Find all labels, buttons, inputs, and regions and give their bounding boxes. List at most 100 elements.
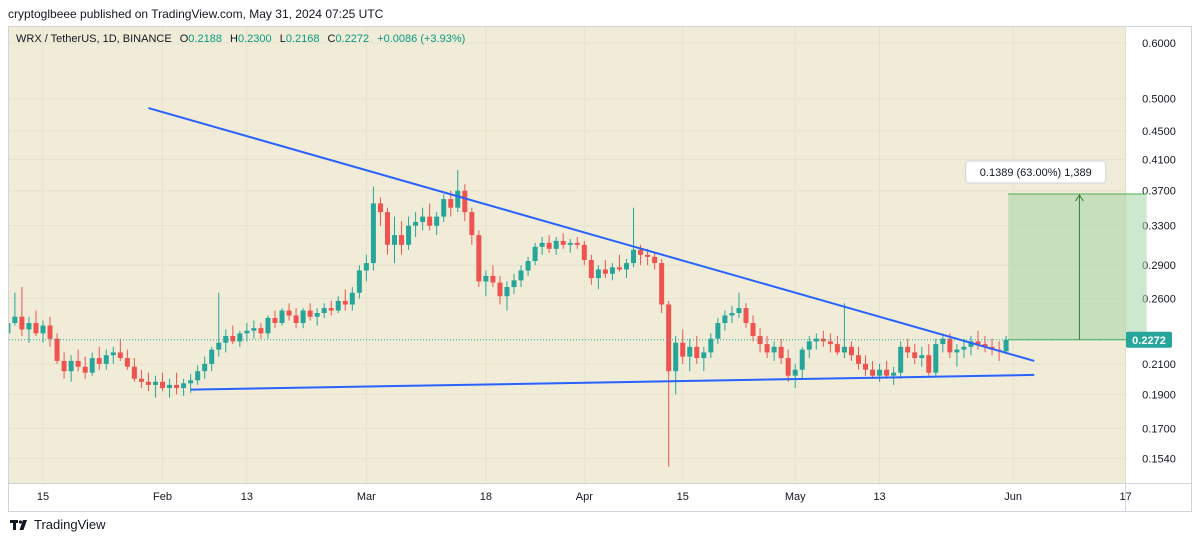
candle-down[interactable] [342, 300, 348, 305]
candle-up[interactable] [335, 300, 341, 311]
candle-down[interactable] [743, 308, 749, 324]
candle-up[interactable] [152, 381, 158, 385]
candle-up[interactable] [103, 355, 109, 364]
candle-up[interactable] [244, 330, 250, 334]
candle-up[interactable] [609, 267, 615, 274]
candle-up[interactable] [877, 369, 883, 376]
candle-down[interactable] [588, 259, 594, 279]
candle-down[interactable] [827, 341, 833, 345]
candle-up[interactable] [841, 346, 847, 353]
candle-down[interactable] [855, 355, 861, 364]
candle-up[interactable] [89, 358, 95, 373]
chart-panel[interactable]: 0.6000 0.5000 0.4500 0.4100 0.3700 0.3300 0.29… [8, 26, 1192, 512]
candle-up[interactable] [631, 249, 637, 264]
candle-down[interactable] [926, 355, 932, 373]
candle-down[interactable] [574, 242, 580, 245]
candle-up[interactable] [349, 292, 355, 305]
candle-down[interactable] [427, 216, 433, 226]
candle-up[interactable] [413, 222, 419, 226]
candle-down[interactable] [272, 317, 278, 324]
candle-up[interactable] [216, 342, 222, 350]
candle-up[interactable] [188, 380, 194, 384]
candle-up[interactable] [736, 308, 742, 313]
support-trendline[interactable] [190, 373, 1035, 391]
candle-up[interactable] [26, 323, 32, 330]
candle-down[interactable] [19, 316, 25, 330]
candle-up[interactable] [532, 246, 538, 262]
candle-up[interactable] [356, 270, 362, 293]
candle-up[interactable] [392, 235, 397, 245]
candle-down[interactable] [666, 304, 672, 372]
candle-down[interactable] [131, 366, 137, 379]
candle-down[interactable] [546, 242, 552, 249]
candle-up[interactable] [553, 240, 559, 249]
candle-down[interactable] [399, 235, 405, 245]
candle-down[interactable] [947, 338, 953, 353]
candle-up[interactable] [68, 360, 74, 372]
candle-up[interactable] [539, 242, 545, 247]
candle-up[interactable] [968, 341, 974, 347]
candle-up[interactable] [434, 216, 440, 226]
candle-up[interactable] [406, 225, 412, 245]
candle-down[interactable] [462, 190, 468, 213]
candle-down[interactable] [293, 315, 299, 324]
candle-down[interactable] [138, 378, 144, 382]
candle-up[interactable] [715, 323, 721, 339]
candle-down[interactable] [47, 325, 53, 339]
candle-up[interactable] [708, 338, 714, 353]
candle-up[interactable] [420, 216, 426, 223]
candle-up[interactable] [518, 270, 524, 281]
candle-down[interactable] [377, 203, 383, 213]
candle-up[interactable] [898, 346, 904, 373]
candle-up[interactable] [9, 323, 11, 334]
candle-up[interactable] [891, 372, 897, 376]
candle-down[interactable] [117, 352, 123, 359]
candle-up[interactable] [595, 269, 601, 279]
candle-up[interactable] [940, 338, 946, 345]
candle-up[interactable] [525, 261, 531, 271]
candle-down[interactable] [581, 244, 587, 260]
candle-down[interactable] [645, 254, 651, 257]
candle-up[interactable] [483, 275, 489, 282]
candle-down[interactable] [820, 338, 826, 342]
candle-down[interactable] [96, 358, 102, 364]
candle-up[interactable] [1003, 339, 1009, 352]
candle-up[interactable] [209, 349, 215, 364]
candle-up[interactable] [673, 342, 679, 372]
candle-up[interactable] [321, 308, 327, 313]
candle-up[interactable] [701, 352, 707, 359]
candle-down[interactable] [75, 360, 81, 367]
candle-down[interactable] [258, 328, 264, 334]
candle-up[interactable] [771, 346, 777, 353]
candle-down[interactable] [870, 369, 876, 376]
candle-up[interactable] [167, 384, 173, 389]
candle-down[interactable] [490, 275, 496, 283]
tradingview-branding[interactable]: TradingView [10, 517, 106, 532]
candle-up[interactable] [363, 263, 369, 271]
candle-up[interactable] [792, 369, 798, 376]
candle-up[interactable] [251, 328, 257, 331]
candle-up[interactable] [567, 242, 573, 245]
candle-up[interactable] [110, 352, 116, 356]
candle-down[interactable] [124, 358, 130, 367]
candle-down[interactable] [680, 342, 686, 357]
candle-down[interactable] [694, 346, 700, 359]
candle-down[interactable] [750, 323, 756, 337]
candle-down[interactable] [174, 384, 180, 389]
candle-up[interactable] [40, 325, 46, 334]
candle-down[interactable] [384, 212, 390, 245]
candle-down[interactable] [884, 369, 890, 376]
candle-down[interactable] [602, 269, 608, 274]
resistance-trendline[interactable] [148, 107, 1035, 362]
plot-area[interactable] [9, 27, 1125, 483]
candle-down[interactable] [785, 358, 791, 376]
candle-down[interactable] [560, 240, 566, 245]
candle-up[interactable] [279, 310, 285, 324]
candle-down[interactable] [469, 212, 475, 236]
candle-down[interactable] [286, 310, 292, 316]
candle-up[interactable] [511, 280, 517, 288]
candle-down[interactable] [448, 199, 454, 208]
candle-up[interactable] [961, 346, 967, 350]
candle-up[interactable] [202, 363, 208, 372]
candle-down[interactable] [638, 249, 644, 255]
